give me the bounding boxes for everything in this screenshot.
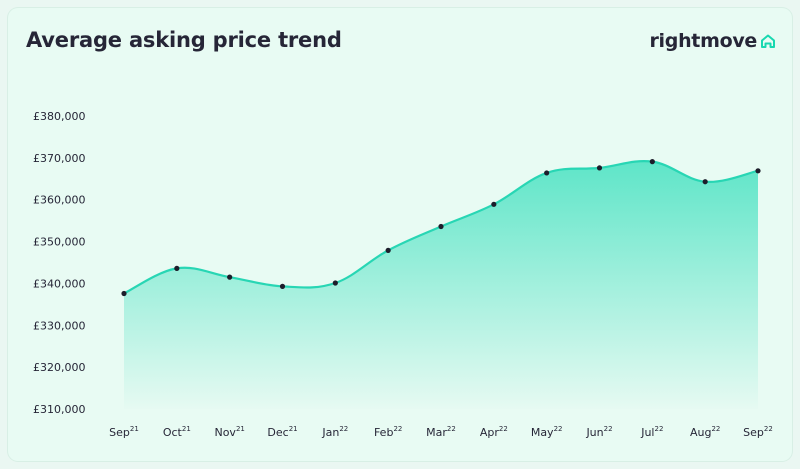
- x-tick-label: Feb22: [374, 425, 402, 439]
- data-point: [649, 159, 655, 165]
- y-tick-label: £350,000: [33, 236, 86, 249]
- page-title: Average asking price trend: [26, 28, 342, 52]
- data-points: [121, 159, 761, 297]
- x-tick-label: Jun22: [585, 425, 612, 439]
- x-tick-month: Dec: [267, 426, 288, 439]
- x-tick-label: Apr22: [480, 425, 508, 439]
- x-tick-month: Jul: [640, 426, 654, 439]
- data-point: [279, 283, 286, 289]
- x-tick-label: Oct21: [163, 425, 191, 439]
- x-tick-label: Jan22: [321, 425, 348, 439]
- x-tick-month: Nov: [214, 426, 236, 439]
- y-tick-label: £330,000: [33, 319, 86, 332]
- x-tick-year: 22: [339, 425, 348, 433]
- y-tick-label: £380,000: [33, 110, 86, 123]
- x-tick-month: Sep: [109, 426, 130, 439]
- x-tick-year: 22: [655, 425, 664, 433]
- x-tick-month: May: [531, 426, 554, 439]
- data-point: [121, 290, 127, 297]
- x-axis: Sep21 Oct21 Nov21 Dec21 Jan22 Feb22 Mar22 Apr22…: [109, 425, 773, 439]
- x-tick-label: Sep22: [743, 425, 773, 439]
- x-tick-label: Aug22: [690, 425, 720, 439]
- data-point: [596, 165, 603, 171]
- x-tick-label: Sep21: [109, 425, 139, 439]
- x-tick-year: 22: [447, 425, 456, 433]
- x-tick-year: 22: [554, 425, 563, 433]
- x-tick-label: Nov21: [214, 425, 244, 439]
- x-tick-month: Aug: [690, 426, 711, 439]
- data-point: [385, 247, 391, 253]
- x-tick-year: 21: [236, 425, 245, 433]
- x-tick-label: May22: [531, 425, 563, 439]
- y-tick-label: £370,000: [33, 152, 86, 165]
- y-tick-label: £310,000: [33, 403, 86, 416]
- x-tick-month: Jun: [585, 426, 603, 439]
- data-point: [491, 201, 497, 207]
- y-tick-label: £320,000: [33, 361, 86, 374]
- x-tick-year: 21: [289, 425, 298, 433]
- x-tick-label: Jul22: [640, 425, 663, 439]
- x-tick-year: 22: [711, 425, 720, 433]
- y-axis: £380,000 £370,000 £360,000 £350,000 £340,000…: [33, 110, 86, 416]
- x-tick-label: Mar22: [426, 425, 456, 439]
- data-point: [544, 170, 550, 176]
- y-tick-label: £340,000: [33, 277, 86, 290]
- x-tick-month: Sep: [743, 426, 764, 439]
- x-tick-month: Feb: [374, 426, 393, 439]
- house-roof-icon: [761, 34, 775, 48]
- x-tick-year: 22: [393, 425, 402, 433]
- x-tick-year: 22: [499, 425, 508, 433]
- data-point: [227, 274, 233, 280]
- x-tick-year: 22: [764, 425, 773, 433]
- x-tick-year: 22: [604, 425, 613, 433]
- y-tick-label: £360,000: [33, 194, 86, 207]
- brand-logo[interactable]: rightmove: [649, 30, 776, 52]
- x-tick-month: Mar: [426, 426, 447, 439]
- area-fill: [124, 161, 758, 409]
- data-point: [174, 265, 180, 271]
- data-point: [702, 179, 708, 185]
- data-point: [755, 168, 761, 174]
- x-tick-year: 21: [182, 425, 191, 433]
- brand-name: rightmove: [649, 30, 757, 52]
- x-tick-month: Jan: [321, 426, 339, 439]
- x-tick-month: Oct: [163, 426, 183, 439]
- data-point: [332, 280, 338, 286]
- x-tick-month: Apr: [480, 426, 500, 439]
- data-point: [438, 223, 444, 230]
- x-tick-year: 21: [130, 425, 139, 433]
- x-tick-label: Dec21: [267, 425, 297, 439]
